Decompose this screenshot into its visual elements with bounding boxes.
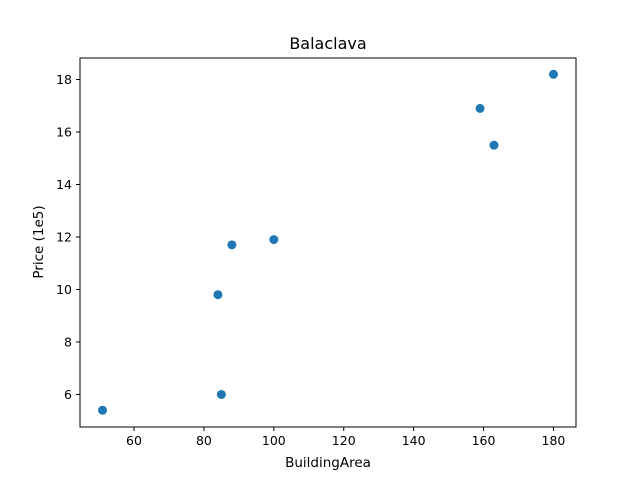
x-tick-label: 120 — [332, 433, 356, 448]
data-point — [489, 140, 499, 150]
y-tick-label: 10 — [56, 282, 72, 297]
data-point — [269, 235, 279, 245]
x-axis-label: BuildingArea — [285, 455, 371, 471]
data-point — [475, 103, 485, 113]
y-tick-label: 18 — [56, 72, 72, 87]
axes-frame — [79, 57, 577, 428]
data-points — [98, 69, 558, 415]
data-point — [213, 290, 223, 300]
x-axis-ticks: 60 80 100 120 140 160 180 — [126, 427, 565, 448]
y-tick-label: 14 — [56, 177, 72, 192]
data-point — [216, 389, 226, 399]
x-tick-label: 140 — [402, 433, 426, 448]
y-tick-label: 8 — [64, 334, 72, 349]
x-tick-label: 160 — [472, 433, 496, 448]
y-axis-ticks: 6 8 10 12 14 16 18 — [56, 72, 80, 402]
x-tick-label: 60 — [126, 433, 142, 448]
x-tick-label: 80 — [196, 433, 212, 448]
y-axis-label: Price (1e5) — [31, 205, 47, 278]
chart-title: Balaclava — [289, 34, 366, 53]
y-tick-label: 6 — [64, 387, 72, 402]
data-point — [98, 405, 108, 415]
y-tick-label: 12 — [56, 229, 72, 244]
x-tick-label: 180 — [542, 433, 566, 448]
x-tick-label: 100 — [262, 433, 286, 448]
data-point — [548, 69, 558, 79]
data-point — [227, 240, 237, 250]
y-tick-label: 16 — [56, 125, 72, 140]
